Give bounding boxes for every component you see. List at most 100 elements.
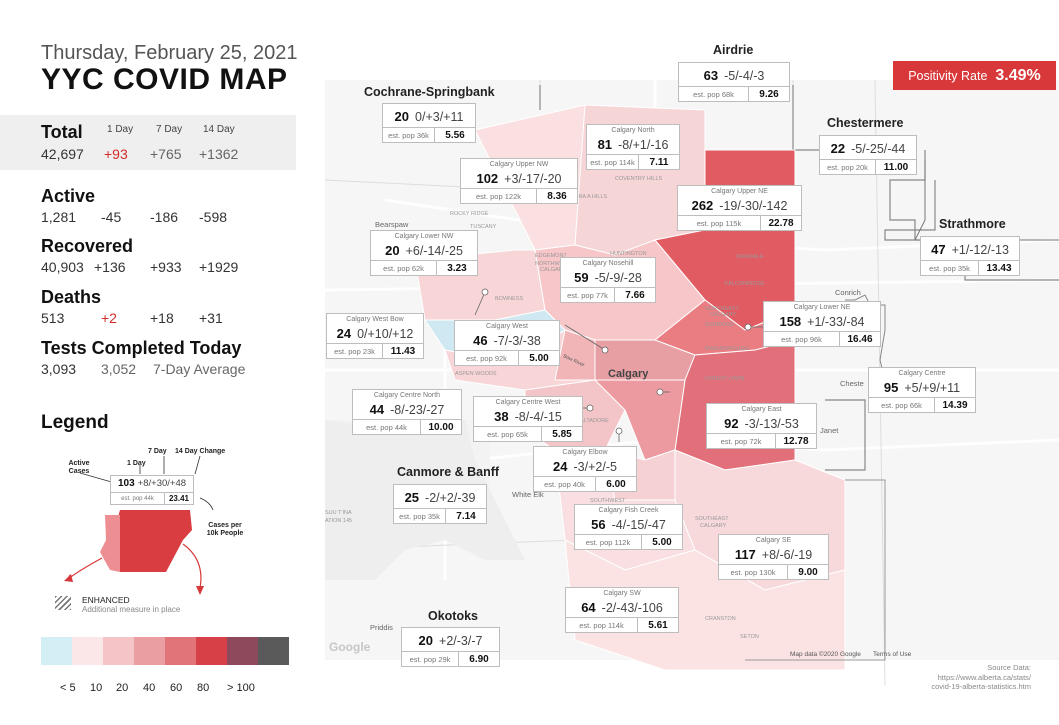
card-calgary-lower-nw[interactable]: Calgary Lower NW 20 +6/-14/-25 est. pop 6… xyxy=(370,230,478,276)
place-altadore: ALTADORE xyxy=(580,418,609,424)
stat-recovered-d14: +1929 xyxy=(199,259,239,275)
place-tuscany: TUSCANY xyxy=(470,224,497,230)
scale-swatch-4 xyxy=(165,637,196,665)
title-okotoks: Okotoks xyxy=(428,609,479,623)
stat-tests-avg-label: 7-Day Average xyxy=(153,361,246,377)
card-okotoks[interactable]: 20 +2/-3/-7 est. pop 29k 6.90 xyxy=(401,627,500,667)
place-aspen-woods: ASPEN WOODS xyxy=(455,371,497,377)
legend-example-card: 103 +8/+30/+48 est. pop 44k 23.41 xyxy=(110,475,194,505)
place-southeast: SOUTHEAST xyxy=(695,516,729,522)
card-calgary-se[interactable]: Calgary SE 117 +8/-6/-19 est. pop 130k 9.0… xyxy=(718,534,829,580)
place-suu-tina: SUU T'INA xyxy=(325,510,352,516)
terms-link[interactable]: Terms of Use xyxy=(873,651,912,658)
scale-label-0: < 5 xyxy=(60,682,76,694)
card-calgary-elbow[interactable]: Calgary Elbow 24 -3/+2/-5 est. pop 40k 6.0… xyxy=(533,446,637,492)
district-sw[interactable] xyxy=(564,539,846,671)
place-se-calgary: CALGARY xyxy=(700,523,727,529)
card-calgary-upper-nw[interactable]: Calgary Upper NW 102 +3/-17/-20 est. pop … xyxy=(460,158,578,204)
total-highlight-box xyxy=(0,115,296,170)
legend-diagram xyxy=(64,455,214,595)
arrow-right-curve xyxy=(182,543,202,589)
enhanced-swatch xyxy=(55,596,71,610)
stat-total-d14: +1362 xyxy=(199,146,239,162)
scale-label-2: 20 xyxy=(116,682,129,694)
place-marlborough: MARLBOROUGH xyxy=(705,346,749,352)
card-chestermere[interactable]: 22 -5/-25/-44 est. pop 20k 11.00 xyxy=(819,135,917,175)
source-url-2[interactable]: covid-19-alberta-statistics.htm xyxy=(931,682,1031,691)
place-bowness: BOWNESS xyxy=(495,296,523,302)
legend-sample-region xyxy=(110,510,192,572)
scale-swatch-3 xyxy=(134,637,165,665)
place-nw-calgary-2: CALGARY xyxy=(540,267,567,273)
legend-enhanced-region xyxy=(100,515,120,572)
stat-active-label: Active xyxy=(41,186,96,206)
place-taradale: TARADALE xyxy=(735,254,764,260)
scale-swatch-7 xyxy=(258,637,289,665)
place-priddis: Priddis xyxy=(370,623,393,632)
stat-total-d1: +93 xyxy=(104,146,128,162)
stat-tests-label: Tests Completed Today xyxy=(41,338,242,358)
card-calgary-west-bow[interactable]: Calgary West Bow 24 0/+10/+12 est. pop 23… xyxy=(326,313,424,359)
card-calgary-west[interactable]: Calgary West 46 -7/-3/-38 est. pop 92k 5.0… xyxy=(454,320,560,366)
legend-7day: 7 Day xyxy=(148,448,167,455)
stat-total-value: 42,697 xyxy=(41,146,84,162)
title-strathmore: Strathmore xyxy=(939,217,1006,231)
stat-deaths-d1: +2 xyxy=(101,310,117,326)
legend-pointer-14day xyxy=(194,455,201,475)
legend-active-cases: Active Cases xyxy=(68,460,90,475)
stat-total: Total 1 Day 7 Day 14 Day 42,697 +93 +765… xyxy=(41,122,238,162)
positivity-label: Positivity Rate xyxy=(908,68,988,83)
place-nw-calgary: NORTHWEST xyxy=(535,261,571,267)
scale-label-6: > 100 xyxy=(227,682,255,694)
stat-active-d7: -186 xyxy=(150,209,179,225)
positivity-rate-badge: Positivity Rate 3.49% xyxy=(893,61,1056,90)
card-calgary-north[interactable]: Calgary North 81 -8/+1/-16 est. pop 114k 7… xyxy=(586,124,680,170)
title-canmore: Canmore & Banff xyxy=(397,465,500,479)
card-calgary-centre-west[interactable]: Calgary Centre West 38 -8/-4/-15 est. pop… xyxy=(473,396,583,442)
stat-active-d1: -45 xyxy=(101,209,122,225)
stat-deaths-d14: +31 xyxy=(199,310,223,326)
card-airdrie[interactable]: 63 -5/-4/-3 est. pop 68k 9.26 xyxy=(678,62,790,102)
place-sunridge: SUNRIDGE xyxy=(705,322,734,328)
card-calgary-centre-north[interactable]: Calgary Centre North 44 -8/-23/-27 est. p… xyxy=(352,389,462,435)
stat-recovered: Recovered 40,903 +136 +933 +1929 xyxy=(41,236,238,275)
card-calgary-fish-creek[interactable]: Calgary Fish Creek 56 -4/-15/-47 est. pop… xyxy=(574,504,683,550)
title-chestermere: Chestermere xyxy=(827,116,904,130)
place-bearspaw: Bearspaw xyxy=(375,220,409,229)
place-cranston: CRANSTON xyxy=(705,616,736,622)
scale-label-1: 10 xyxy=(90,682,103,694)
card-calgary-sw[interactable]: Calgary SW 64 -2/-43/-106 est. pop 114k 5.… xyxy=(565,587,679,633)
stat-active-d14: -598 xyxy=(199,209,228,225)
place-conrich: Conrich xyxy=(835,288,861,297)
source-url-1[interactable]: https://www.alberta.ca/stats/ xyxy=(937,672,1031,682)
card-calgary-nosehill[interactable]: Calgary Nosehill 59 -5/-9/-28 est. pop 77… xyxy=(560,257,656,303)
card-calgary-upper-ne[interactable]: Calgary Upper NE 262 -19/-30/-142 est. po… xyxy=(677,185,802,231)
card-calgary-centre[interactable]: Calgary Centre 95 +5/+9/+11 est. pop 66k 1… xyxy=(868,367,976,413)
card-canmore[interactable]: 25 -2/+2/-39 est. pop 35k 7.14 xyxy=(393,484,487,524)
legend-title: Legend xyxy=(41,412,109,433)
arrow-right-head xyxy=(196,586,204,595)
place-southwest: SOUTHWEST xyxy=(590,498,626,504)
google-logo: Google xyxy=(329,640,371,654)
place-suu-tina-2: ATION 145 xyxy=(325,518,352,524)
header-1day: 1 Day xyxy=(107,124,134,135)
place-falconridge: FALCONRIDGE xyxy=(725,281,765,287)
card-cochrane[interactable]: 20 0/+3/+11 est. pop 36k 5.56 xyxy=(382,103,476,143)
card-strathmore[interactable]: 47 +1/-12/-13 est. pop 35k 13.43 xyxy=(920,236,1020,276)
legend-cases-per: Cases per 10k People xyxy=(206,522,244,537)
scale-label-5: 80 xyxy=(197,682,210,694)
arrow-left-head xyxy=(64,574,73,582)
place-edgemont: EDGEMONT xyxy=(535,253,567,259)
stat-total-d7: +765 xyxy=(150,146,182,162)
place-ne-calgary: CALGARY xyxy=(710,312,737,318)
legend-pointer-rate xyxy=(199,497,214,511)
source-label: Source Data: xyxy=(987,663,1031,672)
stat-deaths: Deaths 513 +2 +18 +31 xyxy=(41,287,223,326)
scale-swatch-0 xyxy=(41,637,72,665)
stat-recovered-value: 40,903 xyxy=(41,259,84,275)
legend-1day: 1 Day xyxy=(127,460,146,467)
card-calgary-lower-ne[interactable]: Calgary Lower NE 158 +1/-33/-84 est. pop … xyxy=(763,301,881,347)
legend-pointer-active xyxy=(79,472,116,484)
card-calgary-east[interactable]: Calgary East 92 -3/-13/-53 est. pop 72k 12… xyxy=(706,403,817,449)
page-title: YYC COVID MAP xyxy=(41,63,288,96)
